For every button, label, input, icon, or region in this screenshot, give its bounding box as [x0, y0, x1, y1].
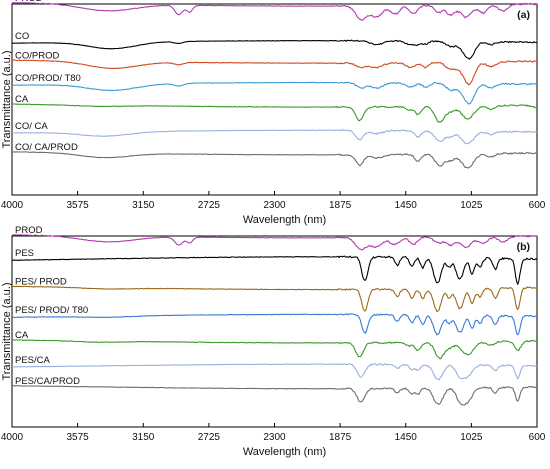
panel-a: 4000 3575 3150 2725 2300 1875 1450 1025 600 Wavel…	[1, 0, 546, 226]
series-label: CO/PROD/ T80	[15, 73, 81, 84]
panel-tag: (a)	[517, 9, 530, 21]
series-line-pes-ca	[12, 363, 538, 381]
x-tick-label: 1025	[460, 200, 483, 211]
x-tick-label: 600	[529, 432, 546, 443]
series-line-co-ca	[12, 129, 537, 145]
x-tick-label: 2300	[263, 432, 286, 443]
series-label: PROD	[15, 0, 43, 4]
series-line-pes-prod	[11, 285, 538, 313]
series-label: PES/CA	[15, 355, 51, 366]
series-line-co-ca-prod	[11, 151, 538, 169]
x-tick-label: 2725	[198, 432, 221, 443]
panel-tag: (b)	[517, 241, 530, 253]
x-axis-label: Wavelength (nm)	[243, 214, 326, 226]
x-tick-label: 3150	[132, 432, 155, 443]
x-tick-label: 4000	[1, 432, 24, 443]
x-tick-label: 2300	[263, 200, 286, 211]
series-line-pes	[11, 255, 538, 285]
series-line-prod	[11, 234, 538, 251]
x-tick-label: 1875	[329, 432, 352, 443]
series-label: CA	[15, 94, 29, 105]
x-tick-label: 3575	[67, 432, 90, 443]
panel-b: 4000 3575 3150 2725 2300 1875 1450 1025 600 Wavel…	[1, 225, 546, 458]
series-line-co	[11, 39, 538, 60]
series-label: CO/ CA/PROD	[15, 142, 78, 153]
x-tick-label: 1450	[395, 200, 418, 211]
x-tick-label: 1450	[395, 432, 418, 443]
y-axis-label: Transmittance (a.u.)	[1, 282, 13, 380]
series-label: CO/PROD	[15, 50, 59, 61]
series-label: PROD	[15, 225, 43, 236]
x-axis-label: Wavelength (nm)	[243, 446, 326, 458]
series-line-pes-ca-prod	[12, 385, 538, 406]
series-line-ca	[11, 339, 538, 360]
series-label: CA	[15, 330, 29, 341]
x-tick-label: 1025	[460, 432, 483, 443]
series-line-prod	[11, 1, 538, 21]
x-tick-label: 600	[529, 200, 546, 211]
plot-frame	[11, 3, 538, 196]
x-tick-label: 4000	[1, 200, 24, 211]
x-tick-label: 3150	[132, 200, 155, 211]
x-tick-label: 3575	[67, 200, 90, 211]
series-line-co-prod	[12, 59, 538, 86]
series-label: PES	[15, 248, 34, 259]
series-line-ca	[11, 103, 538, 123]
series-label: CO/ CA	[15, 121, 48, 132]
x-tick-label: 2725	[198, 200, 221, 211]
series-line-pes-prod-t80	[11, 313, 538, 336]
y-axis-label: Transmittance (a.u.)	[1, 50, 13, 148]
series-label: PES/CA/PROD	[15, 376, 80, 387]
series-label: PES/ PROD	[15, 277, 67, 288]
series-line-co-prod-t80	[11, 81, 538, 105]
series-label: PES/ PROD/ T80	[15, 305, 88, 316]
x-tick-label: 1875	[329, 200, 352, 211]
series-label: CO	[15, 31, 29, 42]
